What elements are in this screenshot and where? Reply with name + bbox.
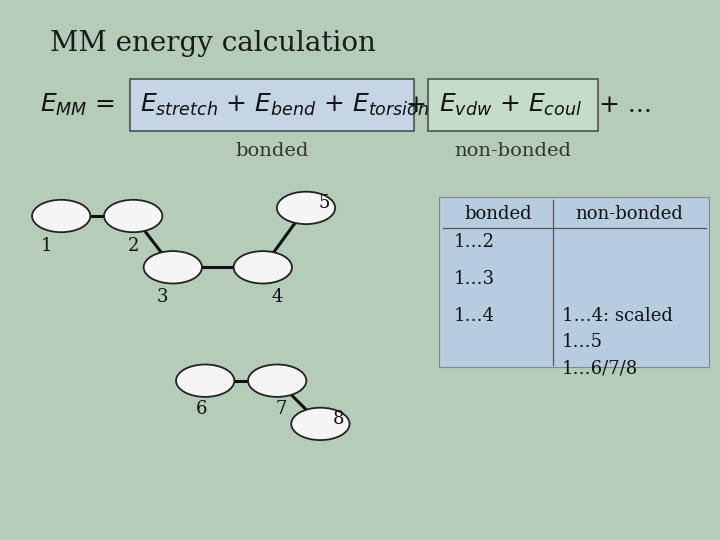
Text: MM energy calculation: MM energy calculation: [50, 30, 377, 57]
Ellipse shape: [233, 251, 292, 284]
Ellipse shape: [276, 192, 336, 224]
Text: 6: 6: [196, 400, 207, 418]
Ellipse shape: [104, 200, 162, 232]
Text: + ...: + ...: [599, 94, 652, 117]
Text: $E_{stretch}$ + $E_{bend}$ + $E_{torsion}$: $E_{stretch}$ + $E_{bend}$ + $E_{torsion…: [140, 92, 430, 118]
Ellipse shape: [143, 251, 202, 284]
Text: 2: 2: [127, 237, 139, 255]
FancyBboxPatch shape: [439, 197, 709, 367]
Text: 1: 1: [41, 237, 53, 255]
Text: 1…3: 1…3: [454, 270, 495, 288]
Text: 7: 7: [275, 400, 287, 418]
Ellipse shape: [291, 408, 350, 440]
Text: $E_{vdw}$ + $E_{coul}$: $E_{vdw}$ + $E_{coul}$: [439, 92, 582, 118]
Text: 1…4: 1…4: [454, 307, 495, 325]
Text: non-bonded: non-bonded: [454, 142, 572, 160]
Text: 3: 3: [156, 288, 168, 306]
Ellipse shape: [32, 200, 91, 232]
FancyBboxPatch shape: [428, 79, 598, 131]
Text: 1…4: scaled
1…5
1…6/7/8: 1…4: scaled 1…5 1…6/7/8: [562, 307, 672, 377]
Text: 5: 5: [318, 193, 330, 212]
Ellipse shape: [248, 364, 307, 397]
Text: 1…2: 1…2: [454, 233, 495, 251]
Text: +: +: [406, 94, 426, 117]
Text: bonded: bonded: [464, 205, 532, 223]
Text: 4: 4: [271, 288, 283, 306]
Text: non-bonded: non-bonded: [575, 205, 683, 223]
Text: 8: 8: [333, 409, 344, 428]
Text: bonded: bonded: [235, 142, 308, 160]
Text: $E_{MM}$ =: $E_{MM}$ =: [40, 92, 114, 118]
Ellipse shape: [176, 364, 235, 397]
FancyBboxPatch shape: [130, 79, 414, 131]
